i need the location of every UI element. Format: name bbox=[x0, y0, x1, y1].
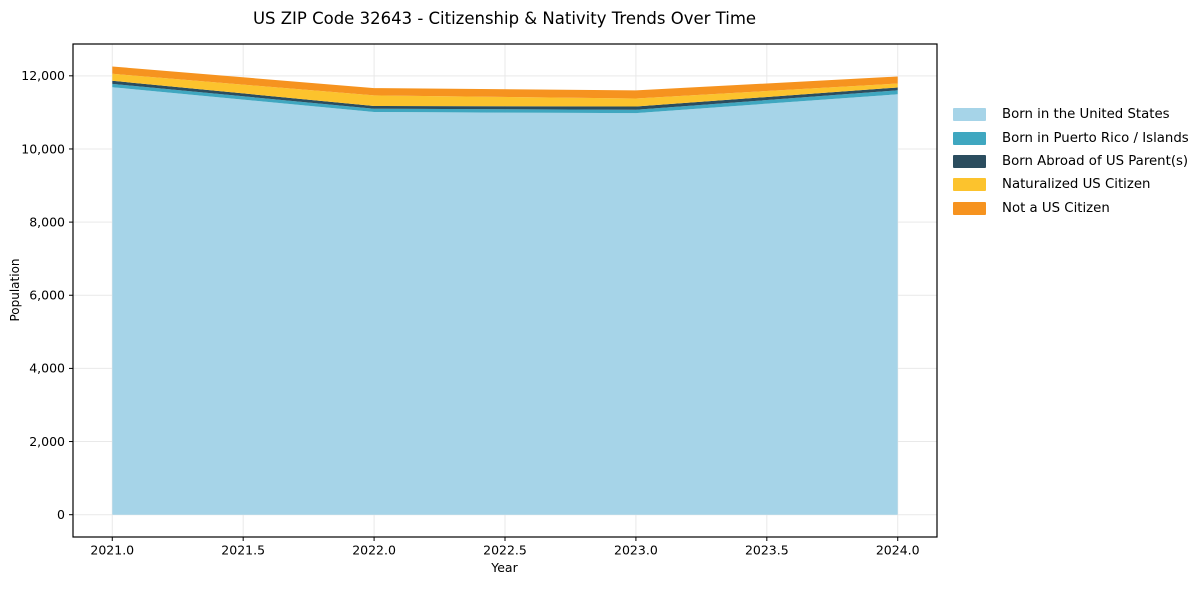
legend-item: Not a US Citizen bbox=[953, 197, 1189, 220]
y-tick-label: 8,000 bbox=[29, 214, 65, 229]
y-tick-label: 12,000 bbox=[21, 68, 65, 83]
y-tick-label: 10,000 bbox=[21, 141, 65, 156]
chart-title: US ZIP Code 32643 - Citizenship & Nativi… bbox=[252, 9, 757, 28]
x-tick-label: 2022.0 bbox=[352, 543, 396, 558]
x-axis-label: Year bbox=[491, 560, 518, 575]
stacked-areas bbox=[112, 66, 898, 515]
legend-swatch-born-abroad bbox=[953, 154, 986, 168]
legend-swatch-born-in-us bbox=[953, 108, 986, 122]
area-series-1 bbox=[112, 83, 898, 114]
x-tick-label: 2023.0 bbox=[614, 543, 658, 558]
legend-item: Born in the United States bbox=[953, 103, 1189, 126]
x-tick-label: 2022.5 bbox=[483, 543, 527, 558]
x-tick-label: 2024.0 bbox=[876, 543, 920, 558]
legend-swatch-puerto-rico-islands bbox=[953, 131, 986, 145]
legend-swatch-naturalized bbox=[953, 178, 986, 192]
area-series-2 bbox=[112, 80, 898, 110]
y-tick-label: 6,000 bbox=[29, 288, 65, 303]
legend: Born in the United States Born in Puerto… bbox=[953, 103, 1189, 220]
legend-label: Born in the United States bbox=[1002, 107, 1170, 123]
y-tick-label: 4,000 bbox=[29, 361, 65, 376]
legend-label: Not a US Citizen bbox=[1002, 200, 1110, 216]
axis-ticks bbox=[69, 75, 899, 541]
area-series-0 bbox=[112, 87, 898, 515]
legend-item: Naturalized US Citizen bbox=[953, 173, 1189, 196]
x-tick-label: 2021.0 bbox=[90, 543, 134, 558]
area-series-3 bbox=[112, 73, 898, 107]
area-series-4 bbox=[112, 66, 898, 99]
legend-item: Born Abroad of US Parent(s) bbox=[953, 150, 1189, 173]
legend-label: Born in Puerto Rico / Islands bbox=[1002, 130, 1189, 146]
legend-swatch-not-citizen bbox=[953, 201, 986, 215]
axis-tick-labels: 2021.0 2021.5 2022.0 2022.5 2023.0 2023.5 2024… bbox=[21, 68, 919, 557]
legend-label: Born Abroad of US Parent(s) bbox=[1002, 153, 1189, 169]
legend-item: Born in Puerto Rico / Islands bbox=[953, 126, 1189, 149]
x-tick-label: 2021.5 bbox=[221, 543, 265, 558]
legend-label: Naturalized US Citizen bbox=[1002, 177, 1151, 193]
x-tick-label: 2023.5 bbox=[745, 543, 789, 558]
y-axis-label: Population bbox=[8, 258, 22, 322]
y-tick-label: 0 bbox=[57, 507, 65, 522]
y-tick-label: 2,000 bbox=[29, 434, 65, 449]
